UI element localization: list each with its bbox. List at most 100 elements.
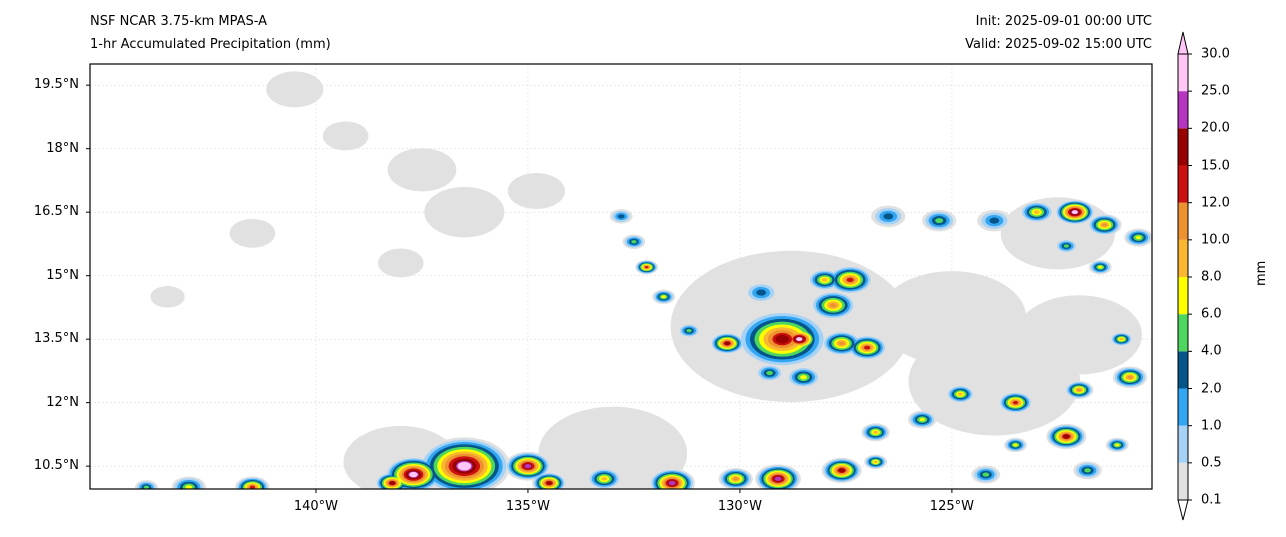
colorbar-segment xyxy=(1178,388,1188,426)
precip-cell-level-3 xyxy=(989,217,1000,224)
precip-cell-level-9 xyxy=(838,468,845,473)
colorbar xyxy=(1177,31,1192,521)
precip-cell-level-6 xyxy=(873,430,878,434)
colorbar-extend-max xyxy=(1177,31,1189,55)
precip-cell-level-10 xyxy=(668,480,676,486)
colorbar-tick-label: 4.0 xyxy=(1201,343,1222,359)
y-tick-label: 18°N xyxy=(46,140,79,156)
x-tick-label: 125°W xyxy=(929,499,974,514)
precip-cell-level-4 xyxy=(143,485,150,489)
precip-cell-level-10 xyxy=(774,476,782,482)
axis-ticks xyxy=(86,84,953,493)
colorbar-segment xyxy=(1178,165,1188,203)
x-tick-label: 135°W xyxy=(505,499,551,514)
precip-cell-level-6 xyxy=(957,392,963,396)
precip-cell-level-4 xyxy=(766,370,773,376)
precip-cell-level-0 xyxy=(1016,295,1143,375)
precip-cell-level-11 xyxy=(409,471,418,478)
y-tick-label: 16.5°N xyxy=(33,204,79,220)
precip-cell-level-4 xyxy=(686,329,692,333)
colorbar-tick-label: 1.0 xyxy=(1201,418,1222,434)
colorbar-segment xyxy=(1178,351,1188,389)
colorbar-tick-label: 20.0 xyxy=(1201,120,1230,136)
colorbar-tick-label: 25.0 xyxy=(1201,83,1230,99)
init-time: Init: 2025-09-01 00:00 UTC xyxy=(975,14,1152,29)
precip-cell-level-9 xyxy=(1063,434,1070,439)
precip-cell-level-0 xyxy=(507,172,566,210)
precip-cell-level-5 xyxy=(919,417,925,422)
precip-cell-level-4 xyxy=(982,472,990,477)
precip-cell-level-7 xyxy=(1076,388,1082,392)
colorbar-tick-label: 2.0 xyxy=(1201,381,1222,396)
colorbar-segment xyxy=(1178,277,1188,315)
precip-cell-level-9 xyxy=(546,481,552,485)
precip-cell-level-9 xyxy=(775,334,790,344)
map-frame xyxy=(89,63,1153,490)
precip-cell-level-11 xyxy=(457,461,472,471)
precip-cell-level-11 xyxy=(796,337,803,342)
precip-cell-level-8 xyxy=(249,485,255,489)
colorbar-tick-label: 6.0 xyxy=(1201,306,1222,322)
precip-cell-level-4 xyxy=(1084,468,1091,473)
colorbar-tick-label: 12.0 xyxy=(1201,195,1230,211)
precip-cell-level-7 xyxy=(1101,223,1108,227)
precip-cell-level-4 xyxy=(1063,244,1070,248)
precip-cell-level-0 xyxy=(424,186,505,238)
precip-cell-level-3 xyxy=(883,213,894,220)
precip-cell-level-0 xyxy=(229,218,276,248)
colorbar-segment xyxy=(1178,462,1188,500)
precip-cell-level-5 xyxy=(661,295,666,299)
precip-cell-level-5 xyxy=(185,485,193,489)
colorbar-unit-label: mm xyxy=(1254,260,1269,286)
precip-cell-level-7 xyxy=(829,303,837,308)
colorbar-segment xyxy=(1178,239,1188,277)
colorbar-segment xyxy=(1178,425,1188,463)
precip-cell-level-5 xyxy=(1135,235,1142,240)
x-tick-label: 130°W xyxy=(717,499,762,514)
precip-cell-level-5 xyxy=(1115,443,1120,447)
y-tick-label: 15°N xyxy=(46,267,79,283)
precip-cell-level-7 xyxy=(1127,375,1133,379)
x-tick-label: 140°W xyxy=(293,499,339,514)
precip-cell-level-9 xyxy=(389,481,395,485)
precip-cell-level-3 xyxy=(617,214,625,219)
precip-cell-level-11 xyxy=(1071,210,1078,215)
model-title: NSF NCAR 3.75-km MPAS-A xyxy=(90,14,268,29)
precip-cell-level-6 xyxy=(601,477,608,481)
colorbar-segment xyxy=(1178,54,1188,92)
precip-cell-level-5 xyxy=(800,375,807,380)
valid-time: Valid: 2025-09-02 15:00 UTC xyxy=(965,37,1152,52)
precip-cell-level-8 xyxy=(1012,401,1019,405)
precip-cell-level-0 xyxy=(150,286,185,308)
colorbar-tick-label: 0.1 xyxy=(1201,492,1222,508)
precip-cell-level-5 xyxy=(1013,443,1018,447)
precip-cell-level-3 xyxy=(756,289,767,296)
precip-cell-level-0 xyxy=(322,121,369,151)
precip-cell-level-4 xyxy=(935,218,944,224)
precip-cell-level-0 xyxy=(266,71,324,108)
precip-cell-level-9 xyxy=(724,341,730,346)
field-title: 1-hr Accumulated Precipitation (mm) xyxy=(90,37,331,52)
precip-cell-level-8 xyxy=(846,277,854,283)
colorbar-extend-min xyxy=(1177,499,1189,521)
precip-cell-level-6 xyxy=(1033,210,1040,214)
precip-cell-level-8 xyxy=(644,266,649,269)
colorbar-segment xyxy=(1178,91,1188,129)
y-tick-label: 10.5°N xyxy=(33,458,79,474)
colorbar-tick-label: 8.0 xyxy=(1201,269,1222,285)
precip-cell-level-6 xyxy=(1119,337,1124,341)
precip-cell-level-6 xyxy=(873,460,878,464)
y-tick-label: 19.5°N xyxy=(33,77,79,93)
precip-cell-level-0 xyxy=(377,248,424,278)
y-tick-label: 13.5°N xyxy=(33,331,79,347)
precip-cell-level-7 xyxy=(733,477,739,481)
colorbar-segment xyxy=(1178,202,1188,240)
precip-cell-level-6 xyxy=(821,278,828,282)
colorbar-tick-label: 30.0 xyxy=(1201,46,1230,62)
precip-cell-level-0 xyxy=(538,406,688,489)
colorbar-segment xyxy=(1178,128,1188,166)
precip-cell-level-8 xyxy=(864,345,871,350)
colorbar-tick-label: 10.0 xyxy=(1201,232,1230,248)
